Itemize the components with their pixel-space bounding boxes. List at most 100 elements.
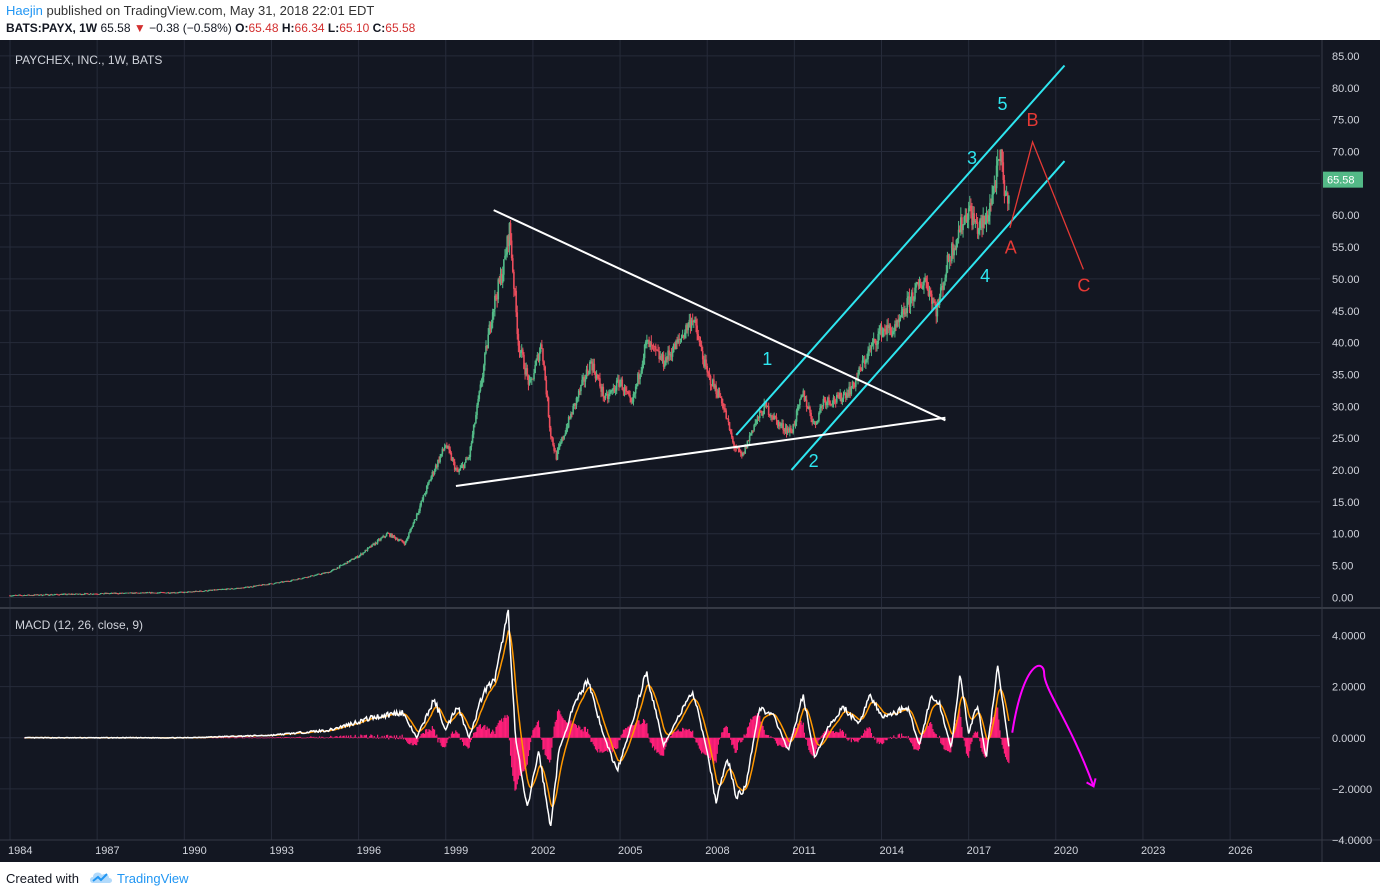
candle-body [192, 591, 195, 593]
macd-histogram-bar [645, 724, 647, 738]
candle-body [113, 592, 115, 594]
wave-label: 3 [967, 148, 977, 168]
candle-body [94, 593, 96, 595]
candle-body [593, 363, 596, 373]
candle-body [923, 280, 925, 286]
candle-body [505, 254, 507, 256]
candle-body [608, 394, 610, 399]
candle-body [590, 361, 592, 363]
macd-histogram-bar [344, 737, 346, 739]
candle-body [582, 376, 584, 380]
macd-histogram-bar [955, 720, 957, 738]
candle-body [526, 368, 529, 376]
candle-body [63, 593, 66, 595]
macd-histogram-bar [252, 737, 255, 738]
tradingview-link[interactable]: TradingView [117, 871, 189, 886]
candle-body [92, 593, 95, 595]
macd-histogram-bar [297, 737, 299, 738]
macd-histogram-bar [878, 737, 880, 745]
macd-histogram-bar [713, 737, 715, 765]
candle-body [119, 593, 122, 594]
candle-body [51, 594, 54, 596]
macd-histogram-bar [708, 737, 711, 759]
macd-histogram-bar [402, 737, 404, 740]
candle-body [829, 401, 831, 405]
candle-body [295, 579, 297, 581]
candle-body [98, 593, 101, 595]
candle-body [224, 589, 227, 590]
candle-body [729, 430, 732, 433]
candle-body [379, 539, 381, 541]
macd-histogram-bar [840, 731, 842, 738]
macd-histogram-bar [603, 737, 606, 752]
macd-histogram-bar [887, 737, 889, 739]
macd-histogram-bar [744, 735, 746, 738]
candle-body [647, 339, 649, 341]
candle-body [498, 279, 501, 283]
candle-body [120, 592, 123, 594]
candle-body [467, 458, 469, 460]
candle-body [613, 388, 616, 392]
macd-histogram-bar [512, 737, 514, 776]
macd-histogram-bar [509, 737, 512, 756]
candle-body [114, 592, 116, 594]
macd-histogram-bar [772, 737, 774, 738]
macd-histogram-bar [593, 737, 595, 747]
candle-body [760, 411, 762, 413]
candle-body [364, 550, 367, 553]
macd-histogram-bar [362, 737, 364, 738]
macd-histogram-bar [684, 730, 686, 738]
macd-histogram-bar [980, 737, 982, 748]
candle-body [129, 592, 132, 594]
author-link[interactable]: Haejin [6, 3, 43, 18]
macd-histogram-bar [527, 737, 530, 757]
candle-body [351, 558, 353, 560]
macd-histogram-bar [743, 734, 745, 738]
macd-histogram-bar [316, 737, 318, 739]
candle-body [601, 386, 603, 392]
candle-body [68, 593, 71, 595]
macd-histogram-bar [651, 737, 654, 748]
candle-body [777, 422, 780, 427]
macd-histogram-bar [850, 737, 852, 743]
macd-histogram-bar [716, 737, 718, 754]
candle-body [289, 581, 292, 582]
macd-histogram-bar [223, 737, 226, 738]
candle-body [795, 410, 798, 422]
candle-body [928, 291, 931, 296]
macd-histogram-bar [217, 737, 219, 739]
candle-body [973, 213, 976, 223]
price-chart[interactable]: 85.0080.0075.0070.0065.0060.0055.0050.00… [0, 40, 1380, 862]
candle-body [429, 480, 431, 482]
macd-histogram-bar [964, 737, 966, 747]
macd-histogram-bar [403, 737, 406, 739]
candle-body [708, 373, 711, 376]
chart-background [0, 40, 1380, 862]
candle-body [383, 535, 386, 537]
macd-histogram-bar [513, 737, 515, 782]
candle-body [833, 397, 836, 402]
candle-body [262, 584, 265, 586]
candle-body [853, 384, 856, 387]
candle-body [154, 592, 157, 594]
candle-body [847, 393, 849, 397]
macd-histogram-bar [268, 737, 270, 739]
macd-histogram-bar [321, 736, 323, 738]
macd-histogram-bar [886, 737, 888, 741]
candle-body [196, 591, 199, 593]
macd-histogram-bar [304, 737, 306, 739]
macd-histogram-bar [750, 718, 752, 738]
candle-body [765, 402, 768, 408]
macd-histogram-bar [715, 737, 717, 763]
candle-body [56, 594, 58, 595]
candle-body [711, 379, 714, 387]
candle-body [171, 592, 173, 594]
candle-body [265, 584, 267, 586]
candle-body [662, 354, 665, 367]
candle-body [511, 258, 514, 272]
macd-histogram-bar [821, 734, 823, 738]
candle-body [665, 357, 667, 366]
macd-histogram-bar [332, 737, 334, 739]
candle-body [418, 510, 420, 514]
candle-body [823, 398, 826, 400]
